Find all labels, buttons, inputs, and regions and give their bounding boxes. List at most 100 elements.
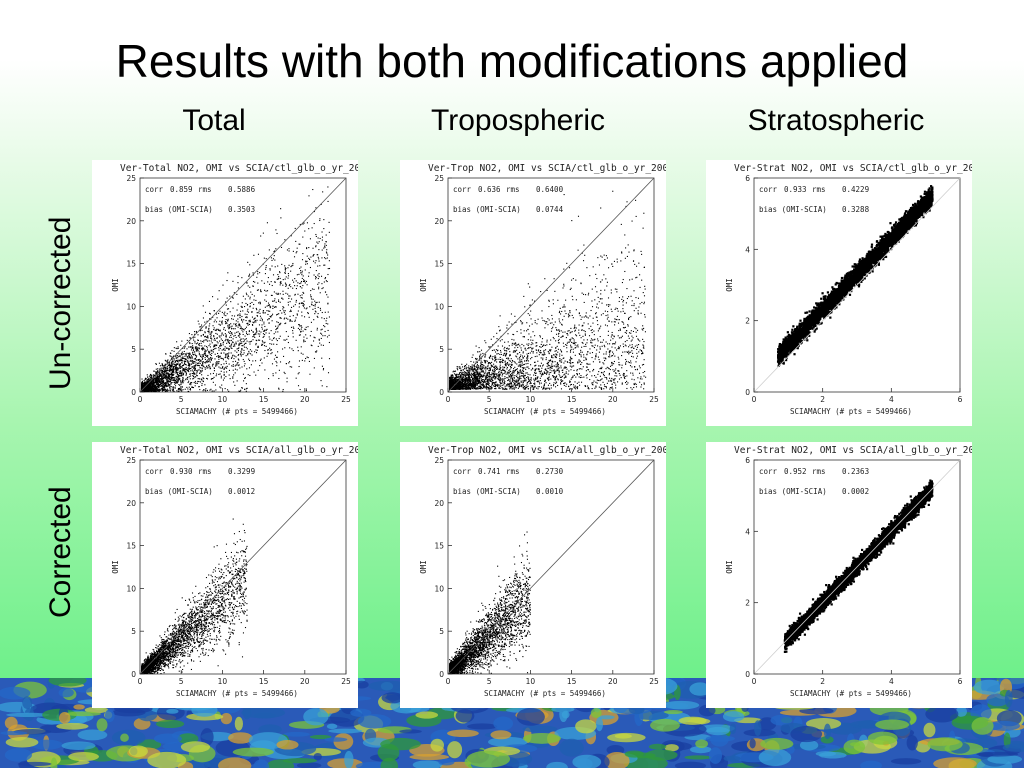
scatter-point [141, 380, 143, 382]
scatter-point [544, 344, 546, 347]
scatter-point [152, 376, 154, 378]
scatter-point [455, 374, 457, 376]
scatter-point [202, 380, 204, 383]
scatter-point [222, 349, 225, 351]
scatter-point [499, 362, 501, 364]
scatter-point [237, 335, 239, 337]
scatter-point [211, 331, 213, 333]
scatter-point [150, 385, 152, 387]
scatter-point [254, 333, 256, 335]
scatter-point [606, 378, 608, 380]
scatter-point [180, 373, 182, 375]
scatter-point [252, 274, 255, 276]
scatter-point [520, 370, 522, 372]
scatter-point [287, 287, 289, 289]
scatter-point [544, 379, 546, 381]
scatter-point [194, 372, 196, 374]
scatter-point [571, 366, 573, 368]
scatter-point [196, 359, 198, 361]
scatter-point [284, 347, 286, 349]
scatter-point [172, 365, 174, 368]
scatter-point [315, 245, 317, 247]
scatter-point [254, 319, 256, 322]
scatter-point [227, 308, 230, 310]
scatter-point [553, 324, 555, 326]
scatter-point [554, 377, 556, 379]
scatter-point [521, 359, 523, 361]
scatter-point [279, 301, 281, 303]
scatter-point [639, 378, 641, 380]
scatter-point [485, 354, 487, 356]
scatter-point [151, 381, 154, 383]
scatter-point [148, 379, 150, 381]
scatter-point [317, 237, 319, 239]
scatter-point [247, 374, 249, 376]
scatter-point [141, 381, 143, 383]
scatter-point [158, 384, 160, 386]
scatter-point [314, 307, 316, 309]
scatter-point [264, 312, 266, 314]
scatter-point [313, 367, 315, 369]
scatter-point [145, 388, 147, 390]
scatter-point [293, 281, 295, 283]
scatter-point [276, 328, 278, 330]
scatter-point [171, 381, 173, 384]
scatter-point [227, 347, 229, 349]
scatter-point [164, 371, 166, 373]
scatter-point [146, 389, 148, 391]
scatter-point [267, 302, 270, 304]
scatter-point [316, 350, 318, 352]
scatter-point [174, 363, 176, 365]
scatter-point [171, 375, 173, 377]
scatter-point [181, 372, 183, 374]
scatter-point [317, 313, 319, 315]
scatter-point [209, 367, 212, 369]
scatter-point [161, 390, 164, 392]
scatter-point [216, 363, 218, 365]
scatter-point [288, 284, 290, 287]
scatter-point [170, 377, 172, 380]
scatter-point [217, 298, 219, 300]
scatter-point [158, 384, 161, 386]
scatter-point [188, 354, 190, 356]
scatter-point [304, 328, 306, 330]
scatter-point [220, 335, 222, 337]
scatter-point [282, 279, 284, 281]
scatter-point [167, 370, 169, 372]
scatter-point [190, 349, 193, 351]
scatter-point [199, 381, 202, 383]
scatter-point [245, 316, 247, 318]
scatter-point [183, 360, 185, 362]
scatter-point [157, 390, 159, 392]
scatter-point [204, 367, 206, 369]
scatter-point [228, 328, 230, 330]
scatter-point [237, 324, 240, 326]
scatter-point [543, 354, 545, 356]
scatter-point [549, 360, 552, 362]
scatter-point [569, 362, 571, 364]
scatter-point [504, 364, 507, 366]
scatter-point [232, 369, 234, 371]
scatter-point [169, 366, 171, 368]
scatter-point [516, 363, 518, 365]
scatter-point [172, 379, 174, 381]
scatter-point [315, 207, 317, 209]
scatter-point [263, 312, 265, 314]
scatter-point [310, 295, 312, 298]
scatter-point [512, 385, 514, 387]
scatter-point [289, 310, 291, 313]
scatter-point [233, 292, 235, 294]
scatter-point [241, 345, 243, 347]
scatter-point [175, 368, 177, 370]
scatter-point [222, 284, 224, 286]
scatter-point [213, 344, 215, 346]
scatter-point [321, 239, 323, 241]
scatter-point [309, 258, 311, 261]
scatter-point [319, 292, 321, 294]
scatter-point [247, 308, 249, 310]
scatter-point [150, 381, 152, 383]
scatter-point [318, 282, 320, 284]
scatter-point [609, 354, 611, 356]
scatter-point [247, 311, 250, 313]
scatter-point [172, 372, 174, 374]
